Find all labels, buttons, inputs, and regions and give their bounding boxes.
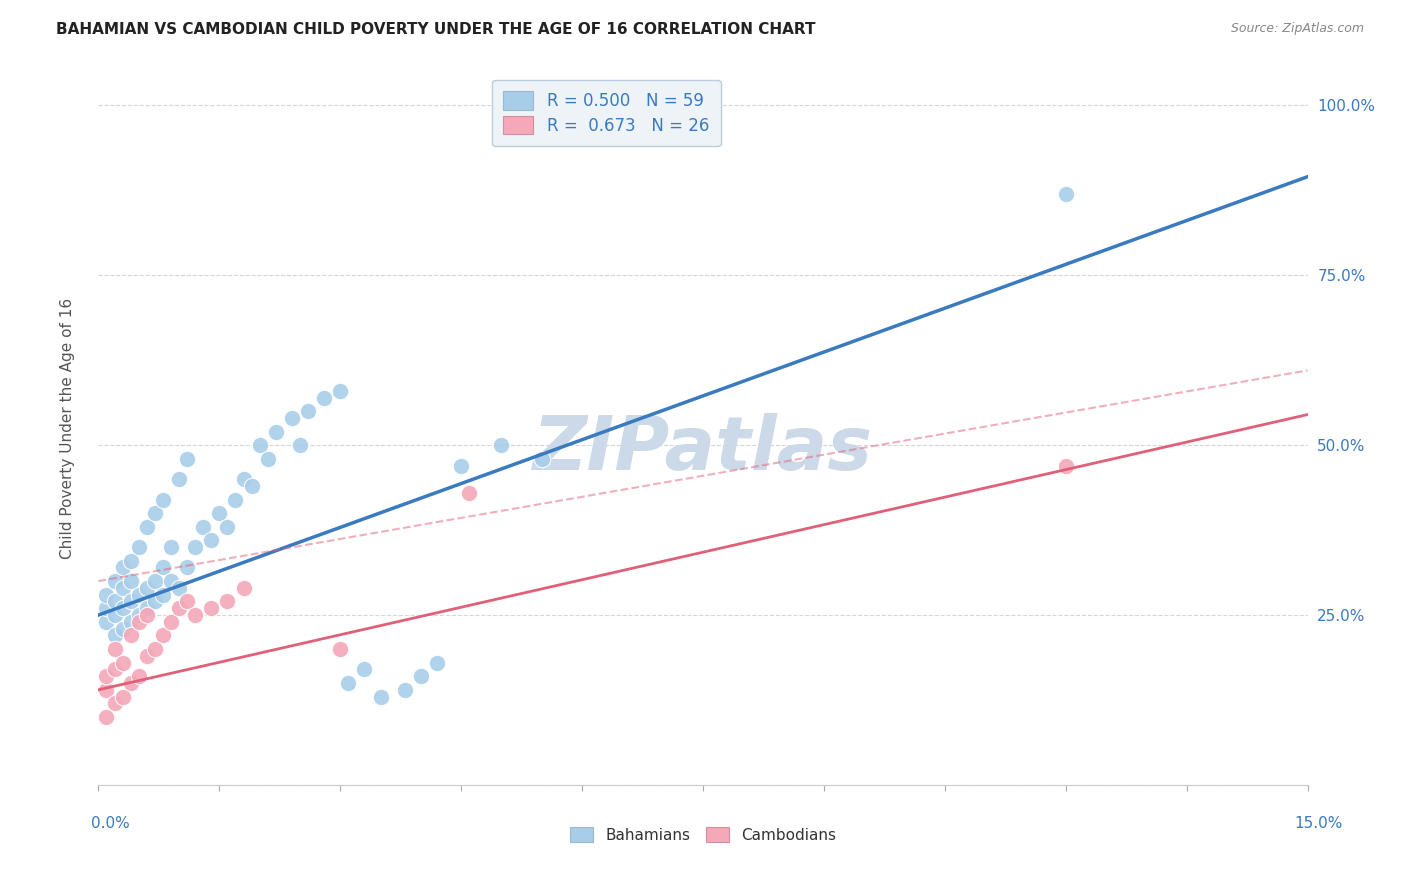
- Point: [176, 451, 198, 466]
- Point: [135, 648, 157, 663]
- Point: [249, 438, 271, 452]
- Point: [135, 519, 157, 533]
- Point: [394, 682, 416, 697]
- Point: [160, 540, 183, 554]
- Point: [329, 384, 352, 398]
- Point: [160, 615, 183, 629]
- Point: [297, 404, 319, 418]
- Point: [217, 594, 239, 608]
- Point: [135, 601, 157, 615]
- Point: [128, 669, 150, 683]
- Point: [208, 506, 231, 520]
- Point: [128, 615, 150, 629]
- Point: [111, 560, 134, 574]
- Point: [120, 554, 142, 568]
- Point: [111, 601, 134, 615]
- Point: [143, 642, 166, 657]
- Point: [176, 560, 198, 574]
- Point: [103, 594, 125, 608]
- Point: [264, 425, 287, 439]
- Point: [458, 485, 481, 500]
- Point: [370, 690, 392, 704]
- Point: [128, 540, 150, 554]
- Point: [120, 615, 142, 629]
- Text: 0.0%: 0.0%: [91, 816, 131, 831]
- Point: [491, 438, 513, 452]
- Point: [256, 451, 278, 466]
- Point: [96, 669, 118, 683]
- Point: [111, 656, 134, 670]
- Point: [329, 642, 352, 657]
- Point: [103, 662, 125, 676]
- Point: [184, 540, 207, 554]
- Point: [409, 669, 432, 683]
- Point: [103, 642, 125, 657]
- Point: [200, 533, 222, 548]
- Point: [232, 581, 254, 595]
- Point: [143, 574, 166, 588]
- Text: 15.0%: 15.0%: [1295, 816, 1343, 831]
- Point: [450, 458, 472, 473]
- Point: [135, 581, 157, 595]
- Point: [314, 391, 336, 405]
- Text: BAHAMIAN VS CAMBODIAN CHILD POVERTY UNDER THE AGE OF 16 CORRELATION CHART: BAHAMIAN VS CAMBODIAN CHILD POVERTY UNDE…: [56, 22, 815, 37]
- Point: [103, 697, 125, 711]
- Point: [152, 628, 174, 642]
- Point: [167, 601, 190, 615]
- Point: [176, 594, 198, 608]
- Point: [193, 519, 215, 533]
- Point: [167, 472, 190, 486]
- Point: [111, 581, 134, 595]
- Y-axis label: Child Poverty Under the Age of 16: Child Poverty Under the Age of 16: [60, 298, 75, 558]
- Point: [184, 608, 207, 623]
- Text: Source: ZipAtlas.com: Source: ZipAtlas.com: [1230, 22, 1364, 36]
- Point: [160, 574, 183, 588]
- Point: [143, 594, 166, 608]
- Point: [1054, 458, 1077, 473]
- Point: [96, 682, 118, 697]
- Point: [135, 608, 157, 623]
- Point: [128, 588, 150, 602]
- Point: [96, 710, 118, 724]
- Point: [103, 574, 125, 588]
- Point: [240, 479, 263, 493]
- Point: [96, 601, 118, 615]
- Point: [353, 662, 375, 676]
- Text: ZIPatlas: ZIPatlas: [533, 413, 873, 486]
- Point: [111, 690, 134, 704]
- Legend: Bahamians, Cambodians: Bahamians, Cambodians: [564, 821, 842, 848]
- Point: [111, 622, 134, 636]
- Point: [152, 588, 174, 602]
- Point: [167, 581, 190, 595]
- Point: [224, 492, 246, 507]
- Point: [232, 472, 254, 486]
- Point: [143, 506, 166, 520]
- Point: [96, 588, 118, 602]
- Point: [152, 560, 174, 574]
- Point: [120, 628, 142, 642]
- Point: [120, 594, 142, 608]
- Point: [120, 676, 142, 690]
- Point: [281, 411, 304, 425]
- Point: [1054, 186, 1077, 201]
- Point: [217, 519, 239, 533]
- Point: [337, 676, 360, 690]
- Point: [288, 438, 311, 452]
- Point: [200, 601, 222, 615]
- Point: [426, 656, 449, 670]
- Point: [96, 615, 118, 629]
- Point: [152, 492, 174, 507]
- Point: [103, 628, 125, 642]
- Point: [530, 451, 553, 466]
- Point: [103, 608, 125, 623]
- Point: [128, 608, 150, 623]
- Point: [120, 574, 142, 588]
